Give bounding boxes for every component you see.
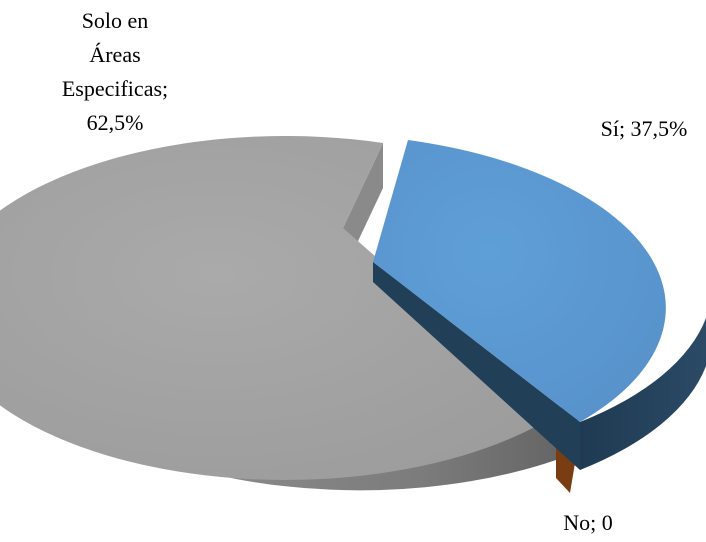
- slice-si-side: [580, 318, 706, 470]
- slice-solo-en-areas: [0, 136, 556, 480]
- label-si: Sí; 37,5%: [601, 116, 688, 141]
- slice-si: [373, 140, 666, 422]
- label-solo-en-areas-line2: Áreas: [89, 42, 140, 67]
- label-solo-en-areas-line1: Solo en: [82, 8, 149, 33]
- label-solo-en-areas-line3: Especificas;: [62, 76, 168, 101]
- slice-si-cut-face: [373, 262, 580, 470]
- label-solo-en-areas-line4: 62,5%: [87, 110, 144, 135]
- label-no: No; 0: [563, 510, 613, 535]
